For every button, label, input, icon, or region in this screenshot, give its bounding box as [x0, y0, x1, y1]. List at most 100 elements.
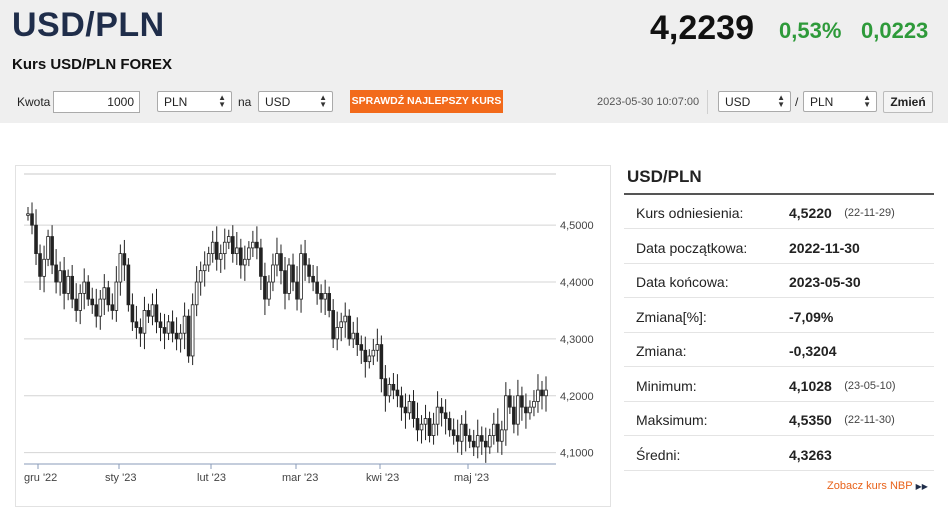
candle-body — [34, 224, 38, 255]
candle-body — [38, 253, 42, 277]
base-currency-select[interactable]: USD ▲ ▼ — [718, 91, 791, 112]
candle-body — [102, 287, 107, 300]
candle-body — [26, 213, 30, 216]
stats-row-value: 4,1028 — [789, 377, 832, 394]
price-chart: 4,5000 4,4000 4,3000 4,2000 4,1000 gru '22 sty… — [15, 165, 611, 507]
candle-body — [178, 332, 183, 340]
candle-body — [443, 412, 448, 419]
candle-body — [339, 321, 344, 328]
candle-body — [327, 293, 331, 311]
candle-body — [540, 389, 544, 397]
candle-body — [475, 435, 480, 448]
candle-body — [190, 304, 195, 357]
candle-body — [106, 287, 111, 306]
select-arrows-icon: ▲ ▼ — [863, 93, 871, 109]
stats-row-label: Średni: — [636, 446, 681, 463]
candle-body — [287, 264, 291, 294]
candle-body — [235, 247, 239, 255]
candle-body — [439, 406, 444, 414]
base-currency-value: USD — [725, 95, 751, 109]
candle-body — [58, 270, 62, 283]
candle-body — [194, 281, 199, 306]
stats-row-label: Minimum: — [636, 377, 697, 394]
stats-row: Data końcowa: 2023-05-30 — [624, 264, 934, 298]
candle-body — [50, 236, 54, 266]
candle-body — [202, 264, 207, 272]
y-tick-label: 4,4000 — [560, 277, 594, 289]
stats-row: Zmiana[%]: -7,09% — [624, 299, 934, 333]
stats-row-value: 4,3263 — [789, 446, 832, 463]
x-tick-label: lut '23 — [197, 472, 226, 484]
amount-input[interactable]: 1000 — [53, 91, 140, 113]
candle-body — [303, 253, 307, 266]
check-best-rate-button[interactable]: SPRAWDŹ NAJLEPSZY KURS — [350, 90, 503, 113]
candle-body — [214, 241, 219, 260]
select-arrows-icon: ▲ ▼ — [218, 93, 226, 109]
candle-body — [186, 315, 191, 357]
candle-body — [70, 275, 74, 300]
candle-body — [78, 293, 83, 311]
stats-row-date: (22-11-29) — [844, 207, 895, 219]
to-currency-select[interactable]: USD ▲ ▼ — [258, 91, 333, 112]
x-tick-label: gru '22 — [24, 472, 57, 484]
chart-canvas: 4,5000 4,4000 4,3000 4,2000 4,1000 gru '22 sty… — [24, 173, 594, 484]
candle-body — [255, 241, 259, 249]
candle-body — [170, 321, 175, 334]
change-pair-button[interactable]: Zmień — [883, 91, 933, 113]
candle-body — [86, 281, 91, 300]
nbp-rate-link[interactable]: Zobacz kurs NBP ▶▶ — [827, 480, 928, 492]
candle-body — [528, 406, 532, 414]
candle-body — [283, 270, 287, 294]
stats-row: Maksimum: 4,5350 (22-11-30) — [624, 402, 934, 436]
stats-row: Zmiana: -0,3204 — [624, 333, 934, 367]
candle-body — [532, 401, 536, 408]
candle-body — [347, 315, 352, 340]
stats-row-value: 2023-05-30 — [789, 274, 861, 290]
candle-body — [520, 395, 524, 408]
candle-body — [299, 253, 303, 300]
x-tick-label: kwi '23 — [366, 472, 399, 484]
candle-body — [90, 298, 95, 306]
stats-row: Data początkowa: 2022-11-30 — [624, 230, 934, 264]
candle-body — [218, 253, 223, 260]
candle-body — [74, 298, 78, 311]
stats-row: Minimum: 4,1028 (23-05-10) — [624, 368, 934, 402]
amount-label: Kwota — [17, 95, 51, 109]
divider — [707, 90, 708, 114]
candle-body — [307, 264, 311, 277]
candle-body — [411, 401, 416, 419]
candle-body — [399, 395, 404, 408]
quote-currency-select[interactable]: PLN ▲ ▼ — [803, 91, 877, 112]
candle-body — [419, 423, 424, 431]
to-currency-value: USD — [265, 95, 291, 109]
stats-row-value: 2022-11-30 — [789, 239, 860, 256]
candle-body — [371, 349, 376, 357]
candle-body — [383, 378, 388, 397]
from-currency-select[interactable]: PLN ▲ ▼ — [157, 91, 232, 112]
candle-body — [447, 418, 452, 431]
candle-body — [451, 429, 456, 436]
candle-body — [379, 344, 384, 380]
candle-body — [210, 241, 215, 255]
candle-body — [118, 253, 123, 283]
candle-body — [319, 293, 323, 300]
timestamp: 2023-05-30 10:07:00 — [597, 96, 700, 108]
candle-body — [423, 418, 428, 425]
change-percent: 0,53% — [779, 18, 842, 43]
candle-body — [359, 344, 364, 351]
x-tick-label: maj '23 — [454, 472, 489, 484]
candle-body — [395, 389, 400, 397]
candle-body — [427, 418, 432, 436]
candle-body — [142, 310, 147, 334]
candle-body — [243, 258, 247, 266]
candle-body — [387, 383, 392, 397]
candle-body — [315, 281, 319, 294]
pair-separator: / — [795, 95, 799, 109]
y-tick-label: 4,3000 — [560, 334, 594, 346]
candle-body — [335, 327, 339, 340]
stats-row-label: Zmiana: — [636, 343, 687, 359]
candle-body — [114, 281, 119, 311]
stats-row-date: (22-11-30) — [844, 414, 895, 426]
candle-body — [222, 241, 227, 255]
candle-body — [331, 310, 335, 340]
